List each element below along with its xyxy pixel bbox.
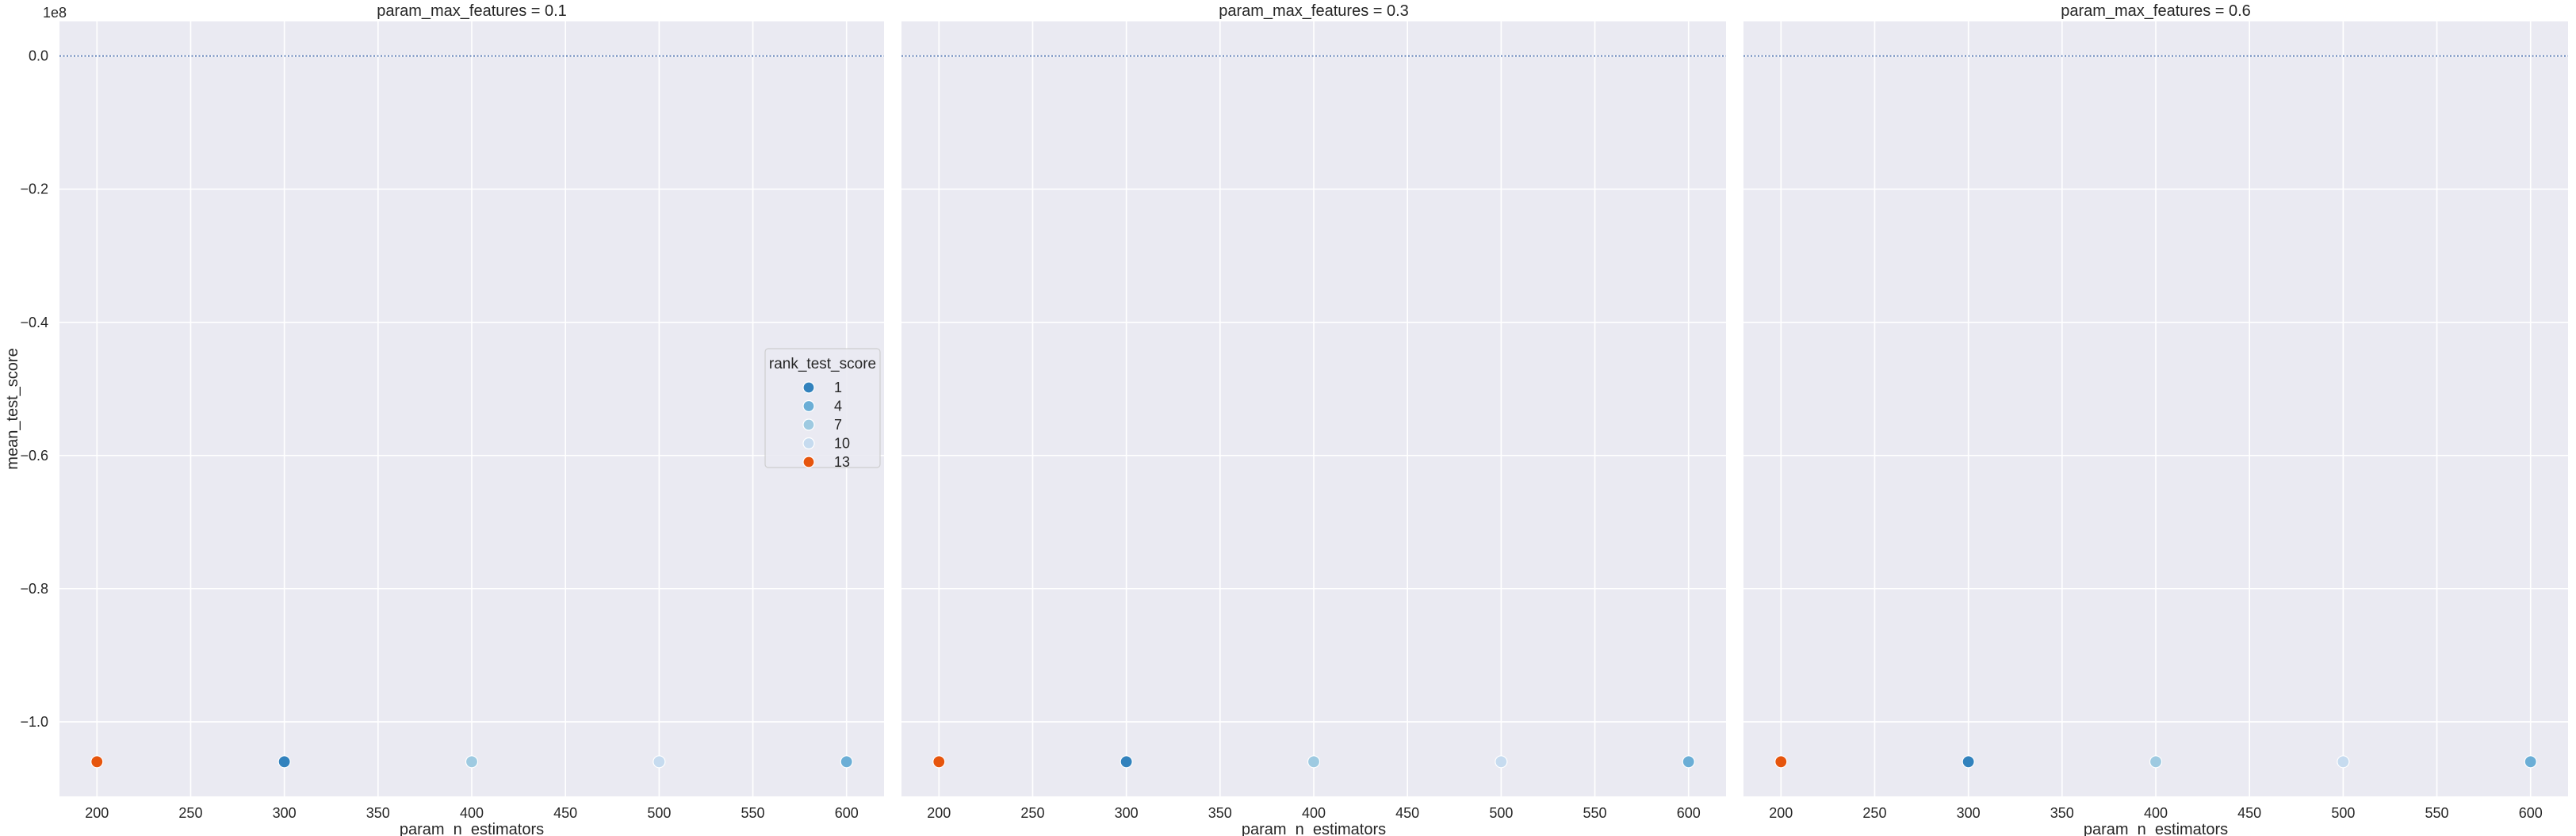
x-tick-label: 500: [647, 805, 671, 821]
x-axis-label: param_n_estimators: [400, 821, 544, 836]
data-point: [1962, 755, 1975, 769]
x-tick-label: 350: [1208, 805, 1232, 821]
y-axis-label: mean_test_score: [4, 348, 21, 469]
x-tick-label: 400: [1302, 805, 1326, 821]
x-axis-label: param_n_estimators: [2084, 821, 2228, 836]
data-point: [1682, 755, 1695, 769]
y-tick-label: 0.0: [29, 48, 48, 64]
y-tick-label: −0.4: [20, 315, 48, 330]
x-tick-label: 200: [927, 805, 951, 821]
x-tick-label: 500: [2331, 805, 2355, 821]
data-point: [465, 755, 479, 769]
legend-label: 4: [834, 399, 842, 414]
x-tick-label: 450: [2237, 805, 2261, 821]
x-tick-label: 600: [2519, 805, 2543, 821]
x-tick-label: 600: [835, 805, 859, 821]
legend-marker: [802, 381, 815, 394]
data-point: [2149, 755, 2163, 769]
data-point: [1774, 755, 1788, 769]
legend-box: [764, 348, 881, 468]
x-tick-label: 400: [2144, 805, 2168, 821]
legend-marker: [802, 437, 815, 450]
legend-title: rank_test_score: [769, 356, 876, 372]
legend-marker: [802, 399, 815, 413]
x-tick-label: 500: [1489, 805, 1513, 821]
y-tick-label: −1.0: [20, 714, 48, 730]
x-tick-label: 600: [1677, 805, 1701, 821]
x-tick-label: 250: [1020, 805, 1044, 821]
x-tick-label: 300: [1115, 805, 1139, 821]
x-tick-label: 550: [1583, 805, 1607, 821]
x-tick-label: 550: [741, 805, 765, 821]
legend-label: 13: [834, 454, 850, 470]
x-tick-label: 400: [460, 805, 484, 821]
data-point: [1307, 755, 1321, 769]
panel-1: 200 250 300 350 400 450 500 550 600 param_n_estim…: [59, 2, 884, 836]
x-tick-label: 450: [553, 805, 577, 821]
data-point: [653, 755, 666, 769]
legend-marker: [802, 456, 815, 468]
data-point: [1120, 755, 1133, 769]
x-tick-label: 550: [2425, 805, 2449, 821]
x-tick-label: 350: [366, 805, 390, 821]
data-point: [2524, 755, 2537, 769]
legend-label: 10: [834, 436, 850, 452]
x-tick-label: 350: [2050, 805, 2074, 821]
data-point: [2337, 755, 2350, 769]
panel-title: param_max_features = 0.6: [2061, 2, 2251, 20]
data-point: [932, 755, 946, 769]
data-point: [278, 755, 291, 769]
panel-title: param_max_features = 0.1: [377, 2, 567, 20]
x-tick-label: 200: [1769, 805, 1793, 821]
y-tick-label: −0.8: [20, 581, 48, 597]
y-offset-label: 1e8: [43, 5, 67, 21]
y-tick-label: −0.2: [20, 181, 48, 197]
panel-3: 200 250 300 350 400 450 500 550 600 param_n_estim…: [1743, 2, 2568, 836]
data-point: [840, 755, 853, 769]
legend-label: 1: [834, 380, 842, 395]
data-point: [1495, 755, 1508, 769]
x-tick-label: 250: [178, 805, 202, 821]
legend-label: 7: [834, 417, 842, 433]
y-tick-label: −0.6: [20, 448, 48, 464]
x-tick-label: 300: [1957, 805, 1981, 821]
data-point: [90, 755, 104, 769]
panel-title: param_max_features = 0.3: [1219, 2, 1409, 20]
legend-marker: [802, 418, 815, 431]
x-tick-label: 250: [1862, 805, 1886, 821]
panel-2: 200 250 300 350 400 450 500 550 600 param_n_estim…: [901, 2, 1726, 836]
x-tick-label: 450: [1395, 805, 1419, 821]
x-tick-label: 200: [85, 805, 109, 821]
x-axis-label: param_n_estimators: [1242, 821, 1386, 836]
x-tick-label: 300: [273, 805, 297, 821]
legend: rank_test_score 1 4 7 10 13: [764, 348, 881, 470]
